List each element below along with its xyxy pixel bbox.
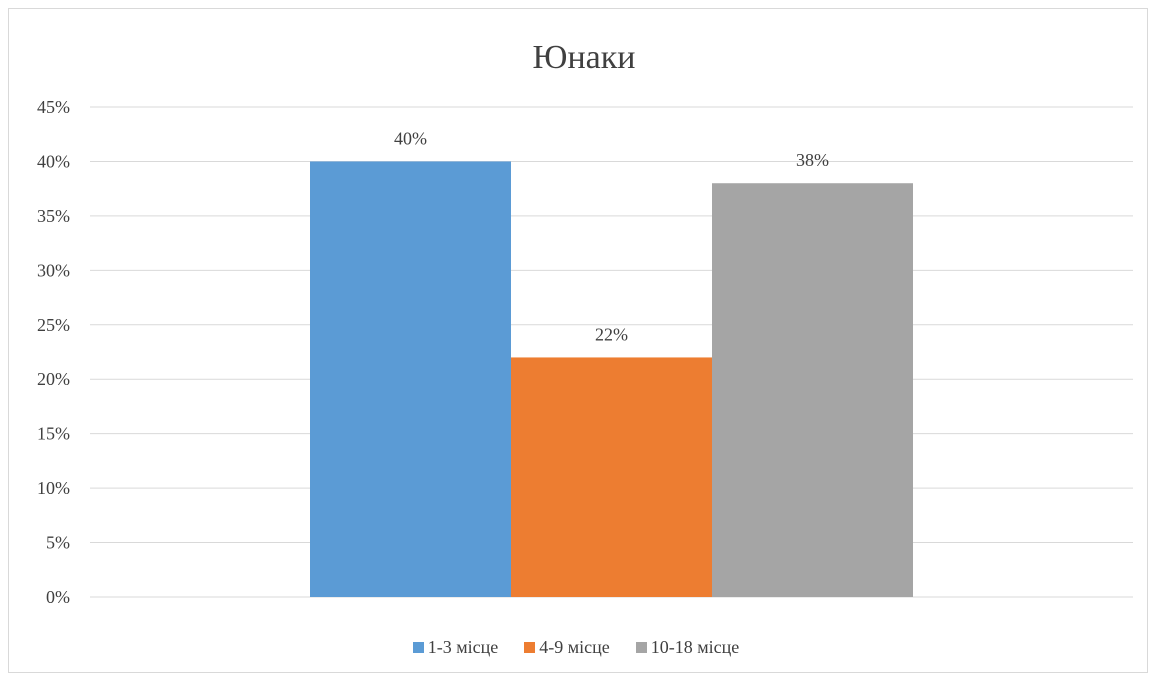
legend-item-1: 1-3 місце [413, 637, 499, 658]
y-tick-label: 40% [37, 151, 70, 171]
data-label: 40% [394, 128, 427, 148]
legend-label: 10-18 місце [651, 637, 740, 658]
legend-swatch [524, 642, 535, 653]
y-axis-ticks: 0% 5% 10% 15% 20% 25% 30% 35% 40% 45% [37, 97, 70, 607]
bar-1 [310, 161, 511, 597]
y-tick-label: 30% [37, 260, 70, 280]
legend-swatch [636, 642, 647, 653]
data-label: 22% [595, 324, 628, 344]
bars [310, 161, 913, 597]
bar-2 [511, 357, 712, 597]
y-tick-label: 15% [37, 424, 70, 444]
legend-label: 4-9 місце [539, 637, 610, 658]
chart-title: Юнаки [533, 39, 636, 76]
y-tick-label: 20% [37, 369, 70, 389]
legend-item-3: 10-18 місце [636, 637, 740, 658]
legend-label: 1-3 місце [428, 637, 499, 658]
y-tick-label: 5% [46, 533, 70, 553]
data-label: 38% [796, 150, 829, 170]
legend-swatch [413, 642, 424, 653]
legend: 1-3 місце 4-9 місце 10-18 місце [0, 637, 1152, 658]
y-tick-label: 10% [37, 478, 70, 498]
y-tick-label: 0% [46, 587, 70, 607]
bar-3 [712, 183, 913, 597]
y-tick-label: 35% [37, 206, 70, 226]
y-tick-label: 45% [37, 97, 70, 117]
y-tick-label: 25% [37, 315, 70, 335]
legend-item-2: 4-9 місце [524, 637, 610, 658]
